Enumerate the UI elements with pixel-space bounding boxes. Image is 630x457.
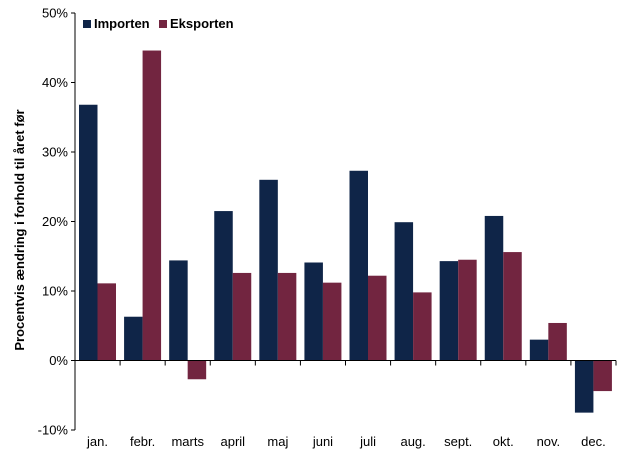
y-tick-label-3: 20% bbox=[42, 214, 68, 229]
x-tick-label-2: febr. bbox=[130, 434, 155, 449]
legend-swatch-importen bbox=[83, 20, 91, 28]
plot-area: -10% 0% 10% 20% 30% 40% 50% jan. febr. marts april… bbox=[38, 6, 617, 449]
bar-eksporten-9 bbox=[458, 259, 477, 361]
bar-importen-7 bbox=[349, 170, 368, 361]
bar-eksporten-8 bbox=[413, 292, 432, 361]
x-tick-label-12: dec. bbox=[581, 434, 606, 449]
bar-importen-5 bbox=[259, 179, 278, 361]
bar-importen-9 bbox=[439, 261, 459, 361]
x-tick-label-1: jan. bbox=[86, 434, 108, 449]
x-tick-label-11: nov. bbox=[537, 434, 561, 449]
bar-importen-6 bbox=[304, 262, 323, 361]
y-tick-label-5: 40% bbox=[42, 75, 68, 90]
legend-label-importen: Importen bbox=[94, 16, 150, 31]
legend: Importen Eksporten bbox=[83, 16, 234, 31]
x-tick-label-5: maj bbox=[267, 434, 288, 449]
bar-eksporten-3 bbox=[187, 360, 207, 380]
x-tick-label-9: sept. bbox=[444, 434, 472, 449]
bar-importen-8 bbox=[394, 222, 414, 361]
bar-importen-11 bbox=[529, 339, 549, 361]
bar-eksporten-4 bbox=[232, 272, 252, 361]
bar-importen-12 bbox=[574, 360, 594, 413]
x-tick-label-4: april bbox=[221, 434, 246, 449]
bar-eksporten-5 bbox=[277, 272, 297, 361]
legend-swatch-eksporten bbox=[159, 20, 167, 28]
bar-eksporten-1 bbox=[97, 283, 116, 361]
bar-eksporten-2 bbox=[142, 50, 162, 361]
y-tick-label-0: -10% bbox=[38, 423, 69, 438]
bar-eksporten-12 bbox=[593, 360, 612, 392]
y-tick-label-6: 50% bbox=[42, 6, 68, 21]
y-tick-label-4: 30% bbox=[42, 145, 68, 160]
x-tick-label-3: marts bbox=[171, 434, 204, 449]
y-axis-label: Procentvis ændring i forhold til året fø… bbox=[12, 109, 27, 350]
x-tick-label-10: okt. bbox=[493, 434, 514, 449]
legend-label-eksporten: Eksporten bbox=[170, 16, 234, 31]
y-tick-label-2: 10% bbox=[42, 284, 68, 299]
x-tick-label-8: aug. bbox=[400, 434, 425, 449]
x-tick-label-7: juli bbox=[359, 434, 376, 449]
bar-importen-1 bbox=[79, 104, 98, 361]
bar-importen-10 bbox=[484, 215, 504, 361]
bar-importen-2 bbox=[124, 316, 143, 361]
bar-eksporten-10 bbox=[503, 252, 522, 361]
bar-importen-4 bbox=[214, 211, 233, 361]
x-tick-label-6: juni bbox=[312, 434, 333, 449]
bar-importen-3 bbox=[169, 260, 188, 361]
bar-eksporten-6 bbox=[322, 282, 342, 361]
bar-eksporten-11 bbox=[548, 322, 567, 361]
bar-eksporten-7 bbox=[368, 275, 387, 361]
y-tick-label-1: 0% bbox=[49, 353, 68, 368]
